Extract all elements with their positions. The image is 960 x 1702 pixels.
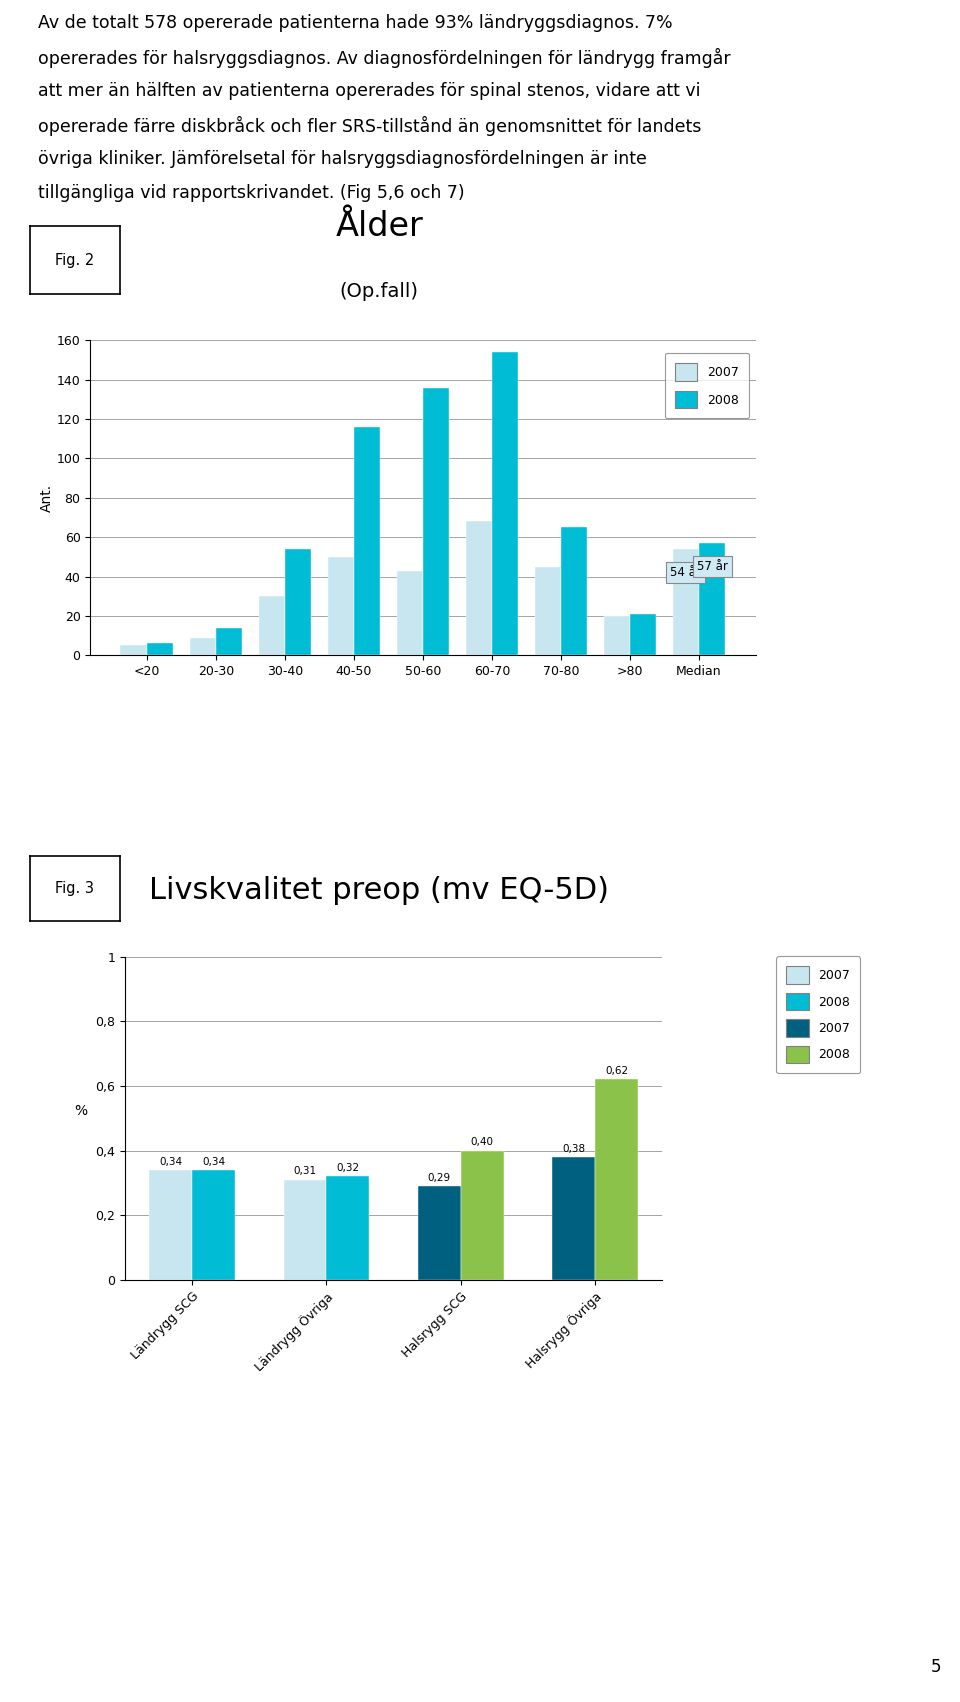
Text: 0,62: 0,62 bbox=[605, 1065, 628, 1076]
Text: (Op.fall): (Op.fall) bbox=[340, 281, 419, 301]
Text: tillgängliga vid rapportskrivandet. (Fig 5,6 och 7): tillgängliga vid rapportskrivandet. (Fig… bbox=[38, 184, 465, 203]
Bar bbox=[121, 645, 147, 655]
Y-axis label: Ant.: Ant. bbox=[40, 483, 54, 512]
Bar bbox=[326, 1176, 370, 1280]
Legend: 2007, 2008, 2007, 2008: 2007, 2008, 2007, 2008 bbox=[776, 957, 860, 1074]
Bar bbox=[327, 557, 354, 655]
Bar bbox=[149, 1169, 192, 1280]
Bar bbox=[630, 614, 657, 655]
Text: opererades för halsryggsdiagnos. Av diagnosfördelningen för ländrygg framgår: opererades för halsryggsdiagnos. Av diag… bbox=[38, 48, 731, 68]
Text: Fig. 3: Fig. 3 bbox=[56, 882, 94, 895]
Text: att mer än hälften av patienterna opererades för spinal stenos, vidare att vi: att mer än hälften av patienterna operer… bbox=[38, 82, 701, 100]
Text: Fig. 2: Fig. 2 bbox=[56, 254, 94, 267]
Text: 5: 5 bbox=[930, 1658, 941, 1676]
Bar bbox=[699, 543, 725, 655]
Text: 0,34: 0,34 bbox=[159, 1157, 182, 1168]
Bar bbox=[673, 550, 699, 655]
Text: 54 år: 54 år bbox=[670, 567, 702, 579]
Bar bbox=[604, 616, 630, 655]
Bar bbox=[466, 521, 492, 655]
Bar bbox=[147, 643, 173, 655]
Bar bbox=[396, 570, 422, 655]
Legend: 2007, 2008: 2007, 2008 bbox=[665, 352, 749, 419]
Bar bbox=[216, 628, 242, 655]
Text: 0,38: 0,38 bbox=[562, 1144, 585, 1154]
Bar bbox=[285, 550, 311, 655]
Bar bbox=[422, 388, 449, 655]
Y-axis label: %: % bbox=[75, 1105, 87, 1118]
Bar bbox=[192, 1169, 235, 1280]
Bar bbox=[354, 427, 380, 655]
Text: 0,34: 0,34 bbox=[203, 1157, 226, 1168]
Text: Ålder: Ålder bbox=[335, 211, 423, 243]
Text: 0,31: 0,31 bbox=[294, 1166, 317, 1176]
Bar bbox=[189, 638, 216, 655]
Bar bbox=[535, 567, 561, 655]
Text: Av de totalt 578 opererade patienterna hade 93% ländryggsdiagnos. 7%: Av de totalt 578 opererade patienterna h… bbox=[38, 14, 673, 32]
Text: 0,29: 0,29 bbox=[428, 1173, 451, 1183]
Bar bbox=[552, 1157, 595, 1280]
Bar bbox=[595, 1079, 638, 1280]
Text: 0,32: 0,32 bbox=[336, 1162, 359, 1173]
Text: 57 år: 57 år bbox=[697, 560, 728, 574]
Bar bbox=[461, 1151, 504, 1280]
Text: 0,40: 0,40 bbox=[470, 1137, 493, 1147]
Text: övriga kliniker. Jämförelsetal för halsryggsdiagnosfördelningen är inte: övriga kliniker. Jämförelsetal för halsr… bbox=[38, 150, 647, 168]
Text: Livskvalitet preop (mv EQ-5D): Livskvalitet preop (mv EQ-5D) bbox=[150, 875, 610, 905]
Bar bbox=[283, 1179, 326, 1280]
Text: opererade färre diskbråck och fler SRS-tillstånd än genomsnittet för landets: opererade färre diskbråck och fler SRS-t… bbox=[38, 116, 702, 136]
Bar bbox=[418, 1186, 461, 1280]
Bar bbox=[258, 596, 285, 655]
Bar bbox=[492, 352, 518, 655]
Bar bbox=[561, 528, 588, 655]
